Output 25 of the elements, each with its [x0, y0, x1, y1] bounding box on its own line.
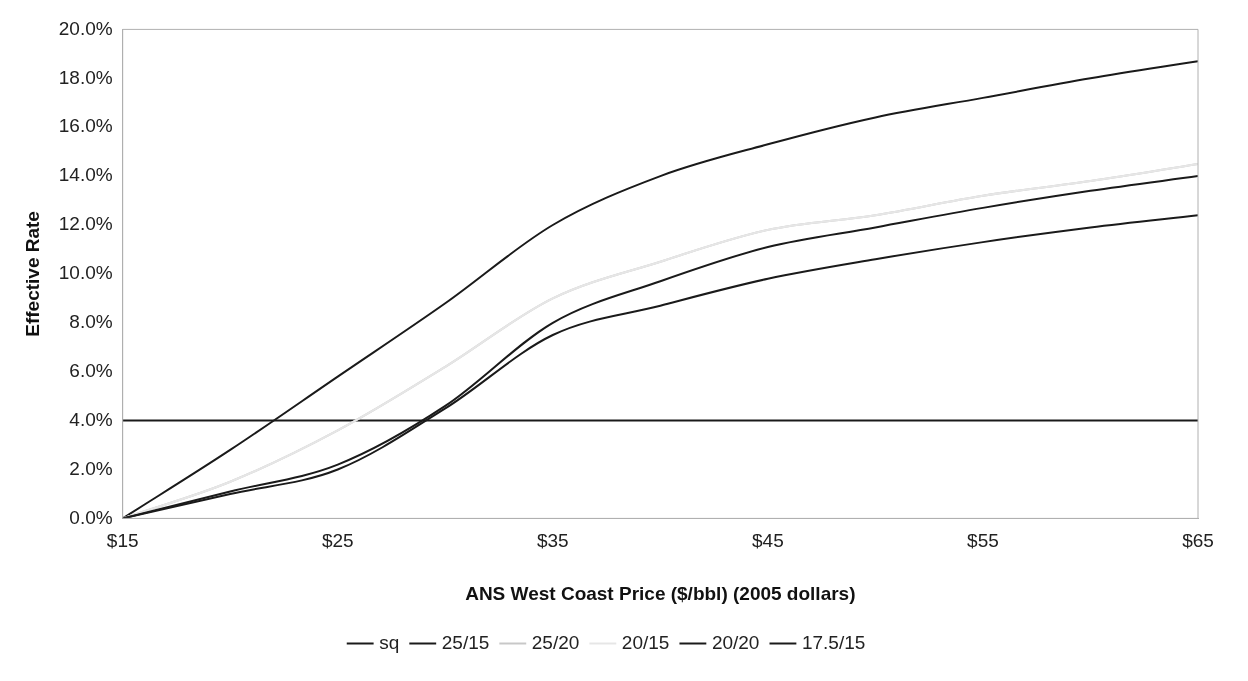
y-axis-title: Effective Rate: [21, 211, 43, 337]
x-tick-label: $45: [752, 530, 784, 552]
y-tick-label: 12.0%: [58, 213, 113, 235]
y-tick-label: 4.0%: [69, 408, 113, 430]
legend-label: 20/20: [711, 631, 760, 653]
x-tick-label: $35: [536, 530, 569, 552]
y-tick-label: 8.0%: [69, 311, 113, 333]
x-tick-label: $15: [106, 530, 139, 552]
y-tick-label: 16.0%: [58, 115, 113, 137]
y-tick-label: 6.0%: [69, 359, 113, 381]
legend-label: sq: [379, 631, 400, 653]
legend-label: 17.5/15: [801, 631, 866, 653]
x-tick-label: $55: [967, 530, 999, 552]
y-tick-label: 10.0%: [58, 262, 113, 284]
x-tick-label: $25: [321, 530, 354, 552]
legend-label: 25/20: [531, 631, 580, 653]
y-tick-label: 14.0%: [58, 164, 113, 186]
y-tick-label: 18.0%: [58, 66, 113, 88]
legend-label: 25/15: [441, 631, 490, 653]
legend-label: 20/15: [621, 631, 670, 653]
y-tick-label: 0.0%: [69, 506, 113, 528]
x-tick-label: $65: [1182, 530, 1214, 552]
x-axis-title: ANS West Coast Price ($/bbl) (2005 dollars): [465, 582, 856, 604]
y-tick-label: 20.0%: [58, 17, 113, 39]
y-tick-label: 2.0%: [69, 457, 113, 479]
